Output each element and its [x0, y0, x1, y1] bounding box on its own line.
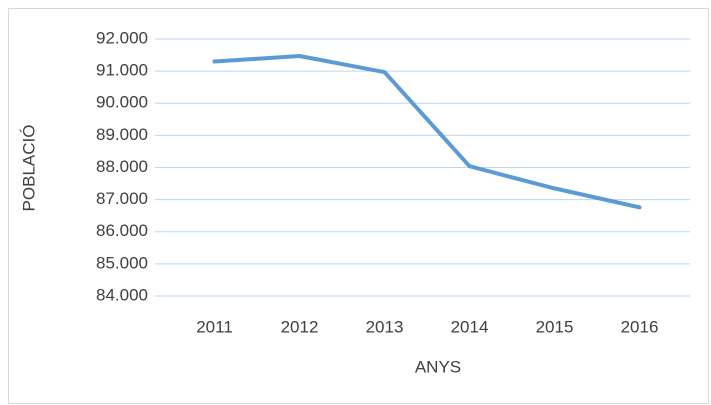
- x-tick-label: 2012: [281, 317, 319, 336]
- x-tick-label: 2016: [621, 317, 659, 336]
- x-tick-label: 2013: [366, 317, 404, 336]
- y-axis-label: POBLACIÓ: [19, 125, 38, 212]
- y-tick-label: 86.000: [96, 221, 148, 240]
- x-tick-label: 2014: [451, 317, 489, 336]
- x-axis-label: ANYS: [415, 357, 461, 376]
- x-tick-label: 2015: [536, 317, 574, 336]
- y-tick-label: 91.000: [96, 61, 148, 80]
- x-tick-label: 2011: [196, 317, 233, 336]
- y-tick-label: 87.000: [96, 189, 148, 208]
- data-line: [212, 54, 642, 210]
- y-tick-label: 85.000: [96, 253, 148, 272]
- y-tick-label: 89.000: [96, 125, 148, 144]
- chart-border: [8, 8, 709, 404]
- y-tick-label: 90.000: [96, 93, 148, 112]
- y-tick-label: 84.000: [96, 285, 148, 304]
- y-tick-label: 88.000: [96, 157, 148, 176]
- y-tick-label: 92.000: [96, 28, 148, 47]
